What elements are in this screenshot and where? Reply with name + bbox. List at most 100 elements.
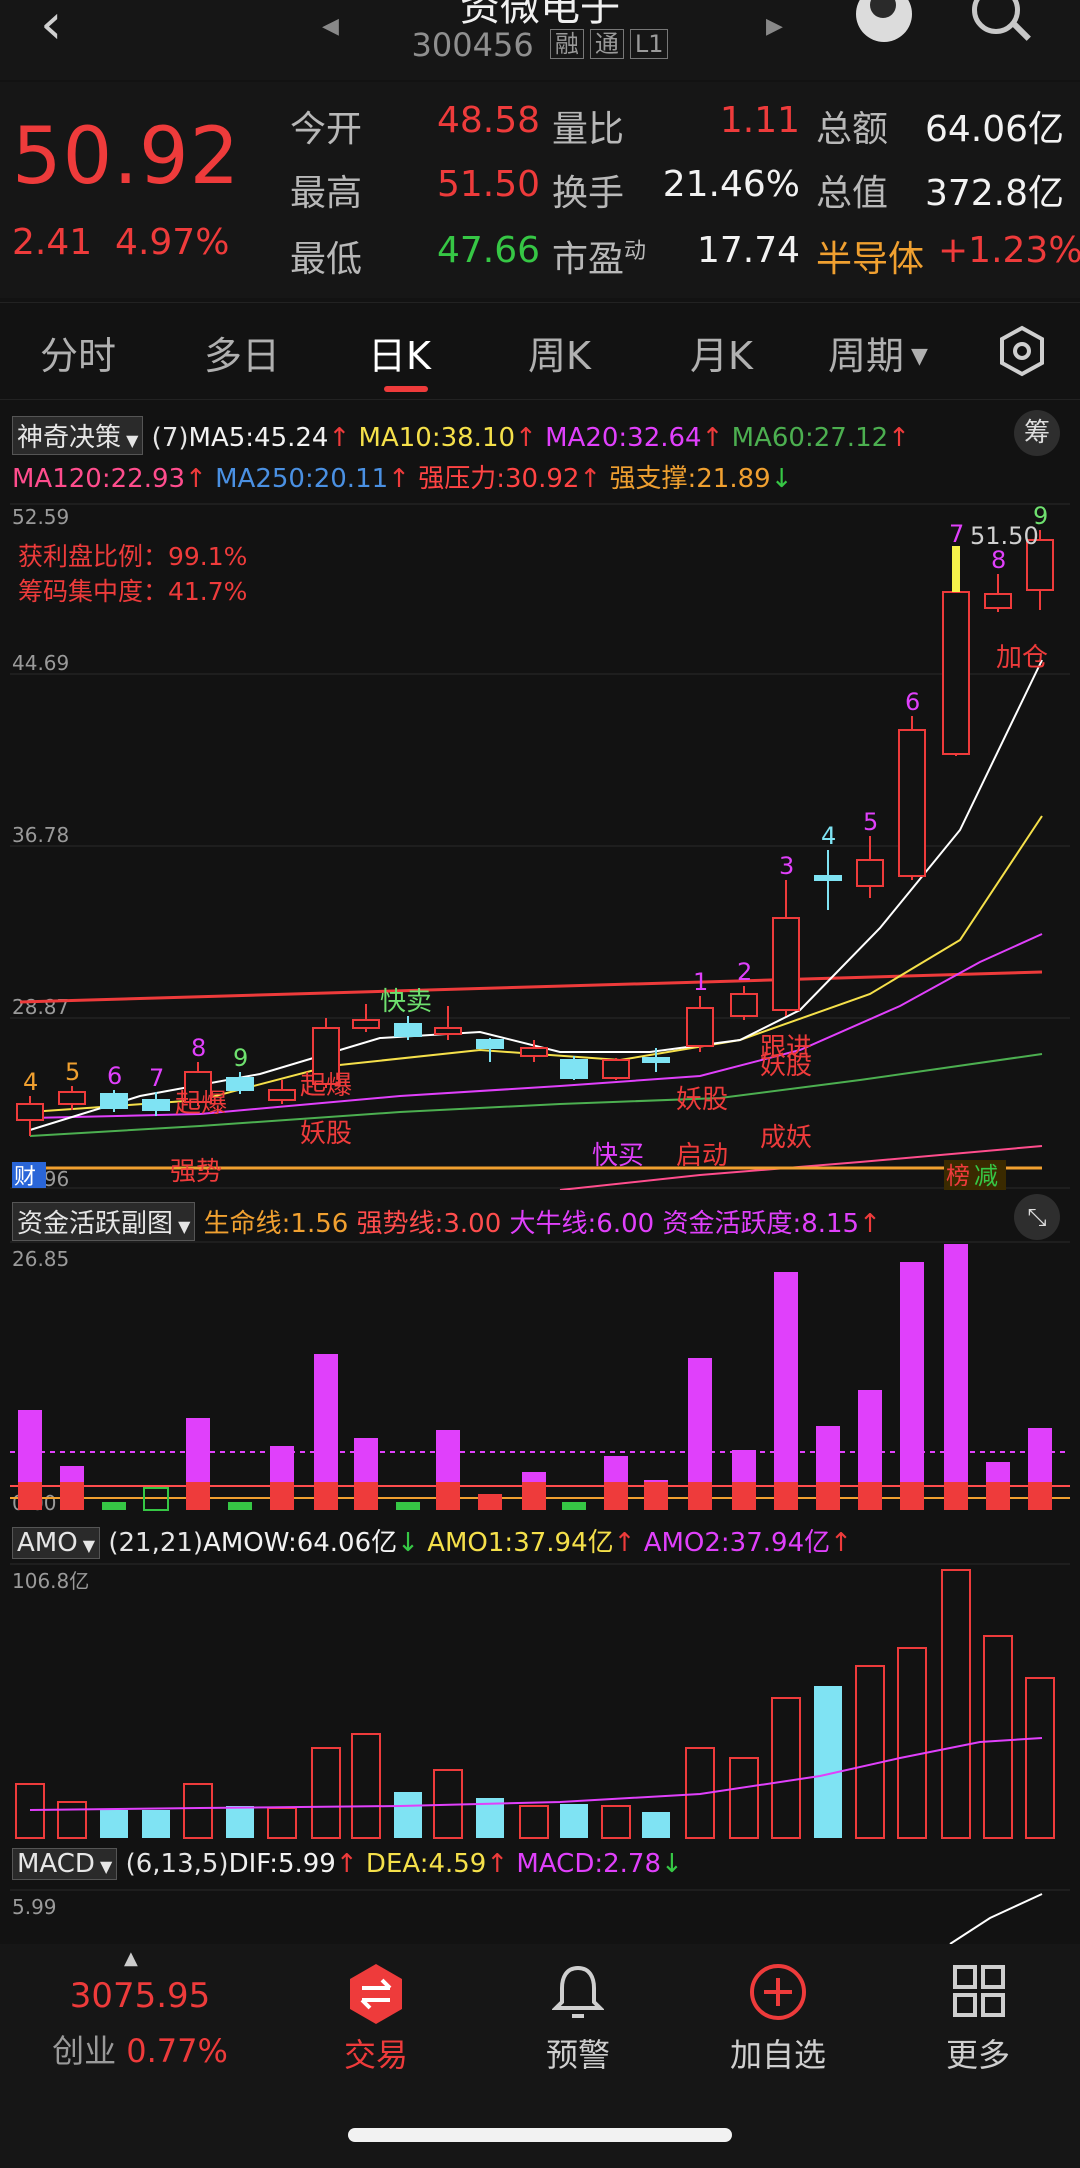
tab-monthly-k[interactable]: 月K [690, 334, 753, 378]
tab-intraday[interactable]: 分时 [40, 334, 117, 378]
amo-bar [642, 1812, 670, 1838]
indicator-select[interactable]: 神奇决策 ▼ [12, 416, 144, 455]
amo-indicator-line: AMO ▼ (21,21)AMOW:64.06亿↓ AMO1:37.94亿↑ A… [12, 1522, 852, 1559]
finance-badge[interactable] [12, 1162, 46, 1188]
add-watchlist-icon[interactable] [748, 1962, 808, 2022]
fund-bar-base [186, 1482, 210, 1510]
candle-body [58, 1091, 86, 1105]
candle-body [352, 1019, 380, 1029]
open-label: 今开 [290, 109, 363, 150]
pe-value: 17.74 [696, 230, 800, 271]
candle-highlight [952, 546, 960, 592]
amo-bar [729, 1757, 759, 1839]
trade-icon[interactable] [344, 1962, 408, 2026]
kline-chart[interactable]: 52.59 44.69 36.78 28.87 20.96 获利盘比例：99.1… [0, 500, 1080, 1190]
search-icon[interactable] [972, 0, 1020, 34]
arrow-down-icon: ↓ [770, 464, 793, 494]
index-name: 创业 [52, 2032, 117, 2070]
bell-icon[interactable] [552, 1962, 604, 2022]
amo-bar [685, 1747, 715, 1839]
candle-body [984, 593, 1012, 609]
amo-indicator-select[interactable]: AMO ▼ [12, 1527, 101, 1559]
nav-alert[interactable]: 预警 [545, 2036, 610, 2074]
fund-bar-base [436, 1482, 460, 1510]
active-tab-indicator [384, 386, 428, 392]
amo-bar [100, 1810, 128, 1838]
index-info[interactable]: 创业 0.77% [40, 2026, 240, 2072]
amo1-value: AMO1:37.94亿 [427, 1528, 614, 1558]
volume-ratio-value: 1.11 [719, 100, 800, 141]
amount-value: 64.06亿 [924, 109, 1064, 150]
chevron-down-icon: ▼ [77, 1536, 96, 1555]
tab-daily-k[interactable]: 日K [368, 334, 431, 378]
arrow-up-icon: ↑ [579, 464, 602, 494]
ma120-value: MA120:22.93 [12, 464, 186, 494]
sequence-label: 6 [905, 688, 920, 716]
profit-ratio: 获利盘比例：99.1% [18, 542, 247, 571]
fund-bar [102, 1502, 126, 1510]
signal-label: 启动 [676, 1141, 728, 1171]
more-grid-icon[interactable] [952, 1964, 1006, 2018]
back-icon[interactable]: ‹ [40, 0, 63, 57]
chip-distribution-button[interactable]: 筹 [1014, 410, 1060, 456]
macd-indicator-line: MACD ▼ (6,13,5)DIF:5.99↑ DEA:4.59↑ MACD:… [12, 1848, 683, 1880]
tab-weekly-k[interactable]: 周K [528, 334, 591, 378]
expand-icon[interactable]: ⤡ [1014, 1194, 1060, 1240]
index-value[interactable]: 3075.95 [69, 1976, 211, 2016]
amo-chart[interactable]: 106.8亿 [0, 1562, 1080, 1840]
fund-bar-base [774, 1482, 798, 1510]
nav-more[interactable]: 更多 [945, 2036, 1010, 2074]
y-axis-label: 52.59 [12, 505, 69, 529]
sequence-label: 5 [65, 1058, 80, 1086]
candle-body [184, 1071, 212, 1103]
change-value: 2.41 [12, 222, 93, 263]
settings-hexagon-icon[interactable] [998, 325, 1046, 377]
expand-up-icon[interactable]: ▲ [124, 1948, 138, 1969]
signal-label: 起爆 [175, 1089, 227, 1119]
high-value: 51.50 [436, 164, 540, 205]
tab-period[interactable]: 周期 ▼ [828, 325, 928, 380]
tab-multiday[interactable]: 多日 [204, 334, 281, 378]
sequence-label: 1 [693, 968, 708, 996]
home-indicator[interactable] [348, 2128, 732, 2142]
rank-badge[interactable] [944, 1160, 1006, 1190]
sequence-label: 8 [991, 546, 1006, 574]
sector-name[interactable]: 半导体 [816, 239, 925, 280]
prev-stock-icon[interactable]: ◀ [322, 14, 339, 39]
macd-chart[interactable]: 5.99 [0, 1888, 1080, 1944]
fund-bar-base [986, 1482, 1010, 1510]
chip-concentration: 筹码集中度：41.7% [18, 577, 247, 606]
fund-bar-base [18, 1482, 42, 1510]
amo-bar [57, 1801, 87, 1839]
amo-bar [311, 1747, 341, 1839]
nav-trade[interactable]: 交易 [343, 2036, 408, 2074]
sequence-label: 9 [233, 1044, 248, 1072]
ma20-value: MA20:32.64 [545, 423, 702, 453]
macd-indicator-select[interactable]: MACD ▼ [12, 1848, 118, 1880]
next-stock-icon[interactable]: ▶ [766, 14, 783, 39]
candle-body [520, 1047, 548, 1057]
amo-bar [983, 1635, 1013, 1839]
amo-bar [897, 1647, 927, 1839]
candle-body [100, 1093, 128, 1109]
candle-body [642, 1057, 670, 1063]
fund-activity-chart[interactable]: 26.85 0.00 [0, 1240, 1080, 1512]
fund-indicator-select[interactable]: 资金活跃副图 ▼ [12, 1202, 196, 1241]
rank-badge-label: 榜 [946, 1162, 970, 1190]
amow-value: AMOW:64.06亿 [203, 1528, 398, 1558]
dif-value: DIF:5.99 [228, 1849, 336, 1879]
fund-bar [396, 1502, 420, 1510]
tab-period-label: 周期 [828, 334, 905, 378]
arrow-up-icon: ↑ [335, 1849, 358, 1879]
high-label: 最高 [290, 173, 363, 214]
sequence-label: 8 [191, 1034, 206, 1062]
amo-bar [601, 1805, 631, 1839]
indicator-name: 神奇决策 [17, 423, 122, 453]
nav-add-watchlist[interactable]: 加自选 [729, 2036, 826, 2074]
arrow-up-icon: ↑ [185, 464, 207, 494]
candle-body [142, 1099, 170, 1111]
sector-change: +1.23% [938, 230, 1080, 271]
amo-bar [351, 1733, 381, 1839]
ma10-value: MA10:38.10 [358, 423, 516, 453]
